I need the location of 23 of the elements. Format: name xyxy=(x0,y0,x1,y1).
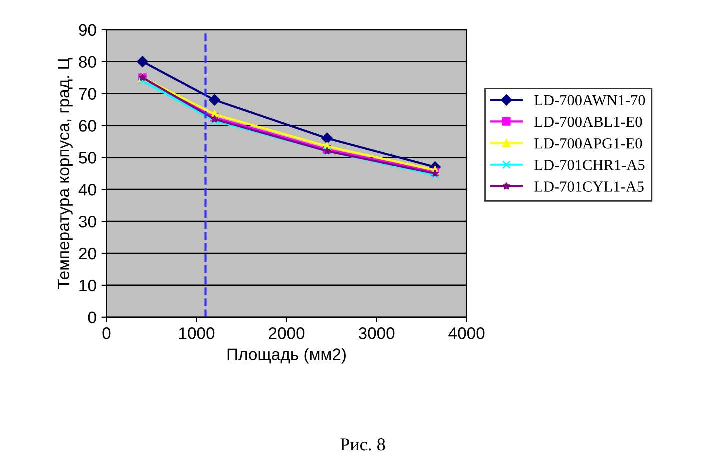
x-tick-label: 4000 xyxy=(448,328,485,340)
y-tick-label: 90 xyxy=(79,24,96,36)
x-tick-label: 2000 xyxy=(269,328,305,340)
y-tick-label: 20 xyxy=(79,248,96,260)
y-tick-label: 30 xyxy=(79,216,96,228)
y-tick-label: 80 xyxy=(79,56,96,68)
y-axis-title: Температура корпуса, град. Ц xyxy=(58,58,73,290)
y-tick-label: 60 xyxy=(79,120,96,132)
y-tick-label: 0 xyxy=(88,312,96,324)
x-tick-label: 0 xyxy=(102,328,111,340)
x-tick-label: 1000 xyxy=(179,328,215,340)
y-tick-label: 40 xyxy=(78,184,96,196)
y-tick-label: 10 xyxy=(80,280,96,292)
x-axis-title: Площадь (мм2) xyxy=(228,348,346,364)
y-tick-label: 50 xyxy=(79,152,96,164)
legend-label: LD-700ABL1-E0 xyxy=(534,116,642,128)
text: Рис. 8 xyxy=(340,438,386,451)
y-tick-label: 70 xyxy=(79,88,96,100)
x-tick-label: 3000 xyxy=(358,328,395,340)
legend-label: LD-701CYL1-A5 xyxy=(534,182,644,192)
legend-label: LD-700AWN1-70 xyxy=(534,95,646,106)
legend-label: LD-700APG1-E0 xyxy=(534,138,642,149)
legend-label: LD-701CHR1-A5 xyxy=(534,160,645,170)
